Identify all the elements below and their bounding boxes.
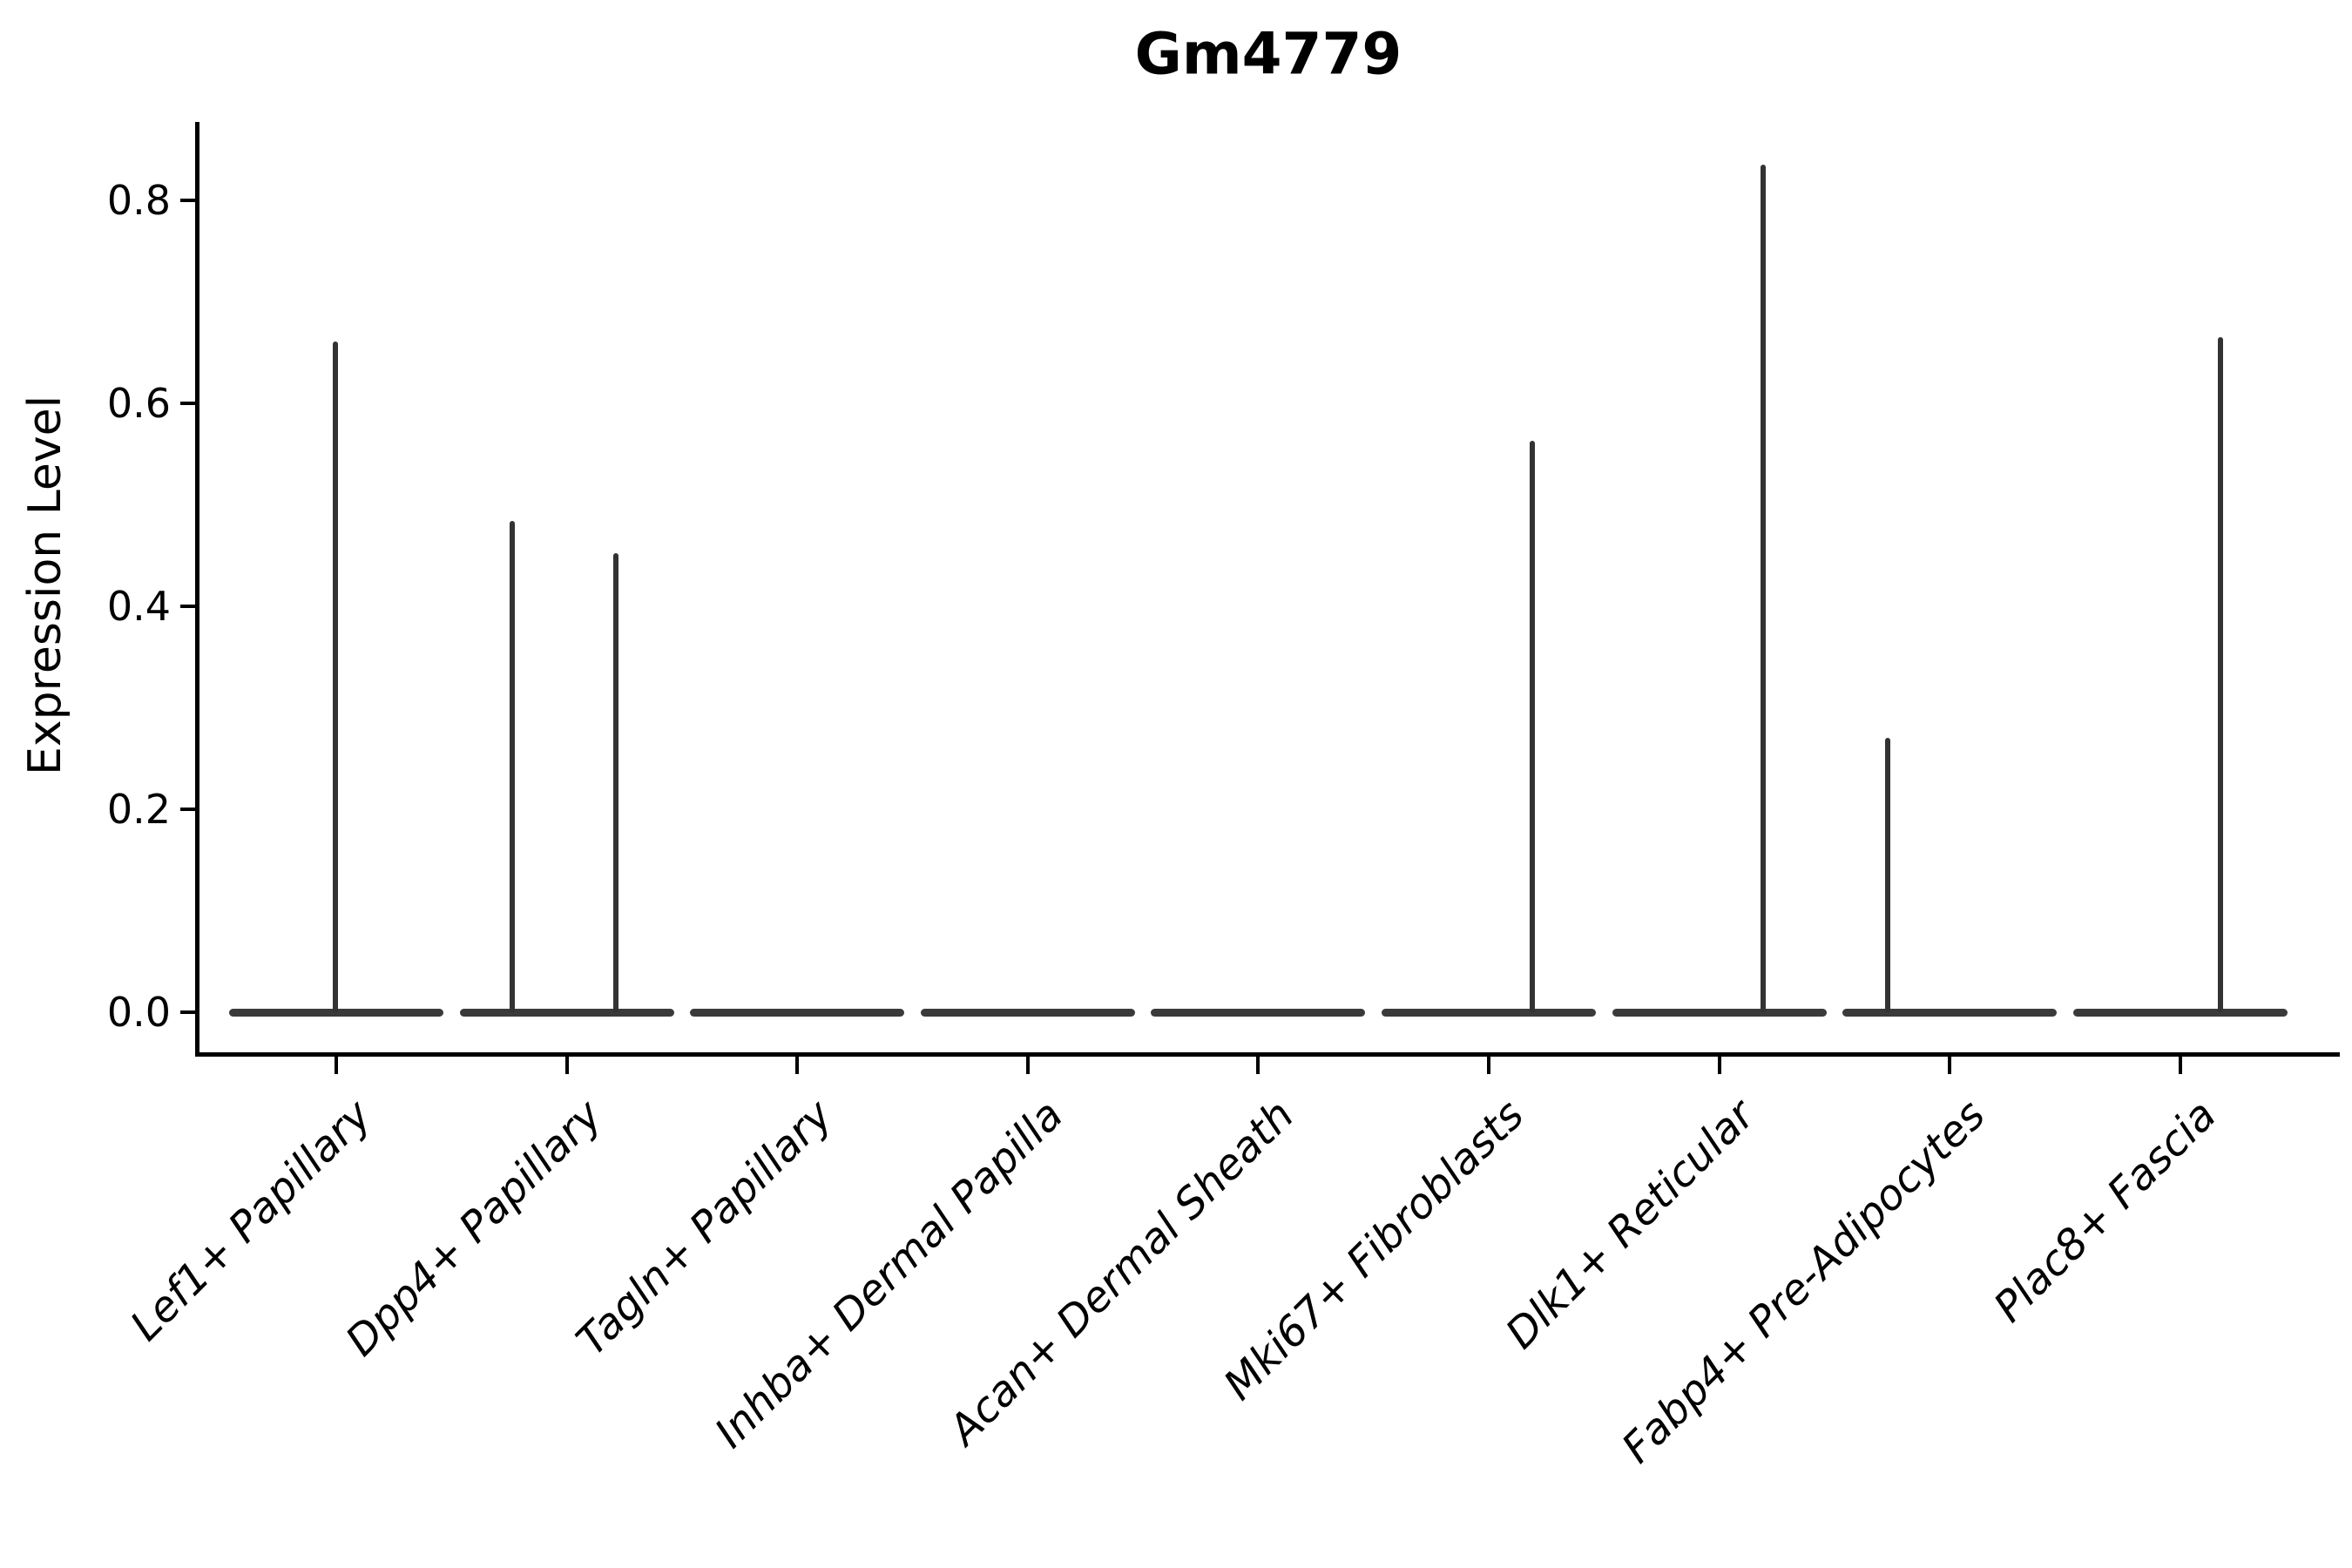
violin-density-spike [333,341,338,1012]
x-tick [1256,1057,1260,1074]
violin-density-spike [2217,337,2223,1012]
y-axis-spine [195,122,199,1057]
y-tick [180,199,195,202]
y-tick [180,605,195,608]
x-tick [2178,1057,2182,1074]
violin-zero-body [1151,1008,1366,1017]
y-tick-label: 0.0 [106,989,171,1036]
y-tick-label: 0.2 [106,786,171,833]
x-tick-label: Lef1+ Papillary [121,1091,382,1351]
y-tick [180,402,195,405]
x-axis-spine [195,1052,2340,1057]
x-tick [1948,1057,1952,1074]
violin-density-spike [1760,165,1766,1012]
x-tick-label: Tagln+ Papillary [567,1091,842,1366]
violin-density-spike [509,521,515,1012]
violin-density-spike [1530,441,1535,1012]
x-tick [335,1057,338,1074]
x-tick [1717,1057,1721,1074]
violin-density-spike [1885,738,1891,1012]
x-tick [564,1057,569,1074]
x-tick [1025,1057,1030,1074]
violin-zero-body [1842,1008,2058,1017]
x-tick [1487,1057,1490,1074]
x-tick [795,1057,800,1074]
chart-title: Gm4779 [1134,20,1402,88]
y-tick-label: 0.4 [106,583,171,630]
violin-zero-body [229,1008,443,1017]
violin-zero-body [459,1008,674,1017]
y-tick [180,1010,195,1014]
y-axis-label: Expression Level [19,395,71,776]
x-tick-label: Dpp4+ Papillary [336,1091,612,1366]
y-tick-label: 0.8 [106,177,171,224]
violin-zero-body [920,1008,1135,1017]
violin-zero-body [690,1008,905,1017]
y-tick [180,808,195,811]
violin-zero-body [1382,1008,1596,1017]
violin-zero-body [2072,1008,2288,1017]
violin-zero-body [1612,1008,1827,1017]
x-tick-label: Fabp4+ Pre-Adipocytes [1612,1091,1995,1473]
x-tick-label: Plac8+ Fascia [1984,1091,2226,1332]
violin-density-spike [612,553,618,1012]
y-tick-label: 0.6 [106,380,171,427]
x-tick-label: Dlk1+ Reticular [1497,1091,1765,1359]
